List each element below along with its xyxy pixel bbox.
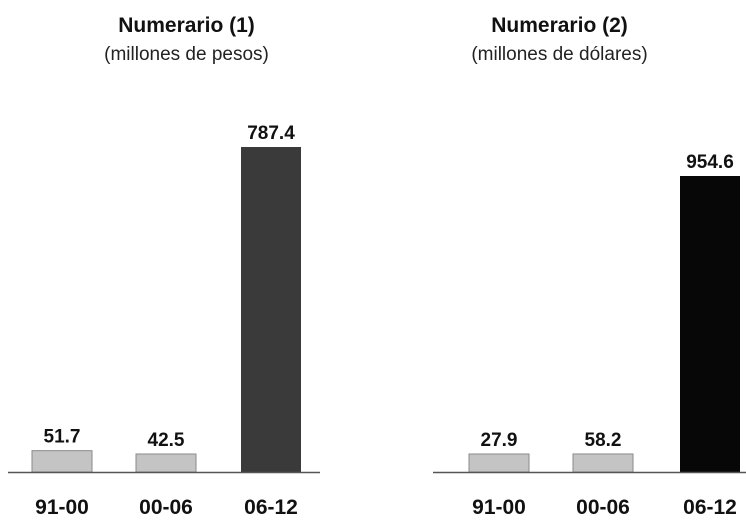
chart-subtitle: (millones de dólares) — [471, 44, 648, 65]
chart-panel-dolares: Numerario (2) (millones de dólares) 27.9… — [373, 0, 746, 523]
x-tick-label: 00-06 — [139, 496, 193, 519]
x-tick-label: 06-12 — [244, 496, 298, 519]
x-tick-label: 91-00 — [35, 496, 89, 519]
chart-title: Numerario (2) — [491, 14, 628, 37]
value-label: 58.2 — [585, 430, 622, 451]
bar-chart-pesos: 51.7 91-00 42.5 00-06 787.4 06-12 — [8, 123, 320, 519]
bar-91-00 — [468, 453, 530, 473]
value-label: 42.5 — [148, 430, 185, 451]
value-label: 787.4 — [247, 123, 295, 144]
bar-91-00 — [31, 450, 93, 473]
bar-06-12 — [241, 147, 301, 472]
bar-00-06 — [135, 453, 197, 473]
value-label: 954.6 — [686, 152, 734, 173]
value-label: 51.7 — [44, 427, 81, 448]
chart-panel-pesos: Numerario (1) (millones de pesos) 51.7 91… — [8, 14, 320, 519]
bar-00-06 — [572, 453, 634, 473]
bar-chart-dolares: 27.9 91-00 58.2 00-06 954.6 06-12 — [433, 152, 746, 519]
x-tick-label: 00-06 — [576, 496, 630, 519]
bar-06-12 — [680, 176, 740, 472]
x-tick-label: 91-00 — [472, 496, 526, 519]
chart-title: Numerario (1) — [118, 14, 255, 37]
value-label: 27.9 — [481, 430, 518, 451]
x-tick-label: 06-12 — [683, 496, 737, 519]
chart-subtitle: (millones de pesos) — [104, 44, 269, 65]
